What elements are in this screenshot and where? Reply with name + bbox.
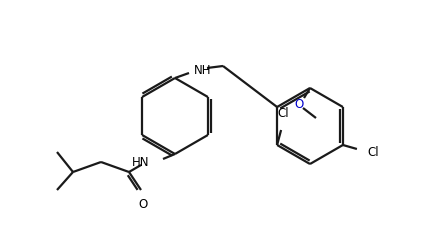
Text: O: O bbox=[294, 98, 304, 110]
Text: HN: HN bbox=[131, 156, 149, 168]
Text: NH: NH bbox=[194, 63, 212, 77]
Text: O: O bbox=[138, 198, 148, 211]
Text: Cl: Cl bbox=[277, 107, 289, 120]
Text: Cl: Cl bbox=[367, 146, 379, 158]
